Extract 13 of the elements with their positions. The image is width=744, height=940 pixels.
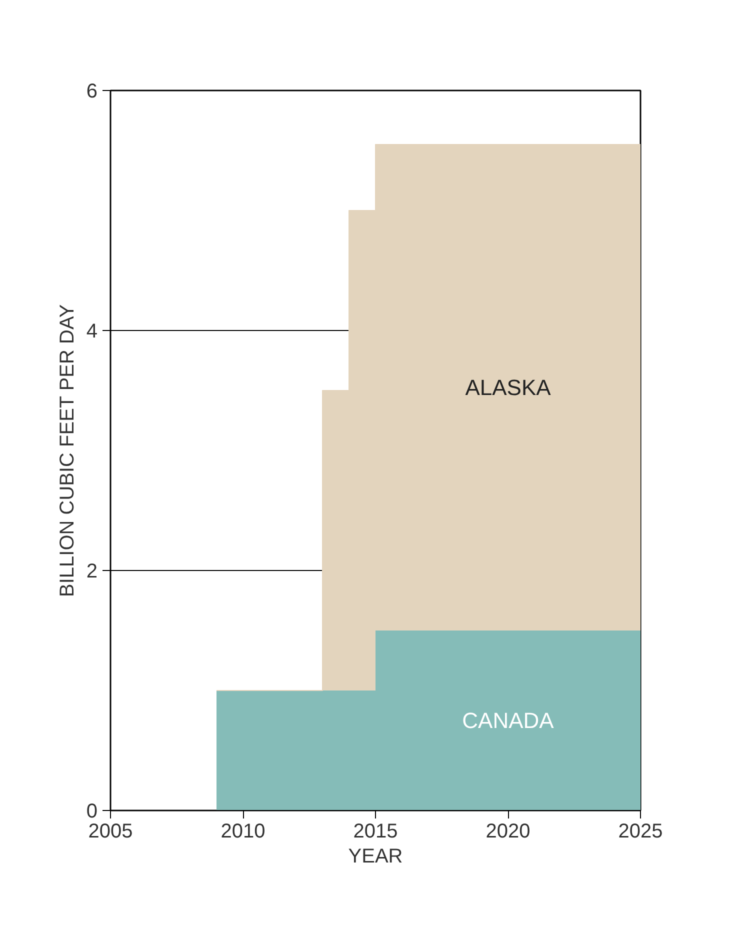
y-tick-label: 2 xyxy=(86,560,98,582)
series-label: ALASKA xyxy=(465,375,552,400)
x-tick-label: 2010 xyxy=(220,820,266,842)
y-tick-label: 0 xyxy=(86,800,98,822)
series-label: CANADA xyxy=(462,708,554,733)
x-axis-title: YEAR xyxy=(348,846,403,868)
x-tick-label: 2005 xyxy=(88,820,133,842)
x-tick-label: 2015 xyxy=(353,820,398,842)
x-tick-label: 2025 xyxy=(618,820,663,842)
y-tick-label: 6 xyxy=(86,80,98,102)
x-tick-label: 2020 xyxy=(486,820,530,842)
y-axis-title: BILLION CUBIC FEET PER DAY xyxy=(56,304,78,598)
y-tick-label: 4 xyxy=(86,320,98,342)
